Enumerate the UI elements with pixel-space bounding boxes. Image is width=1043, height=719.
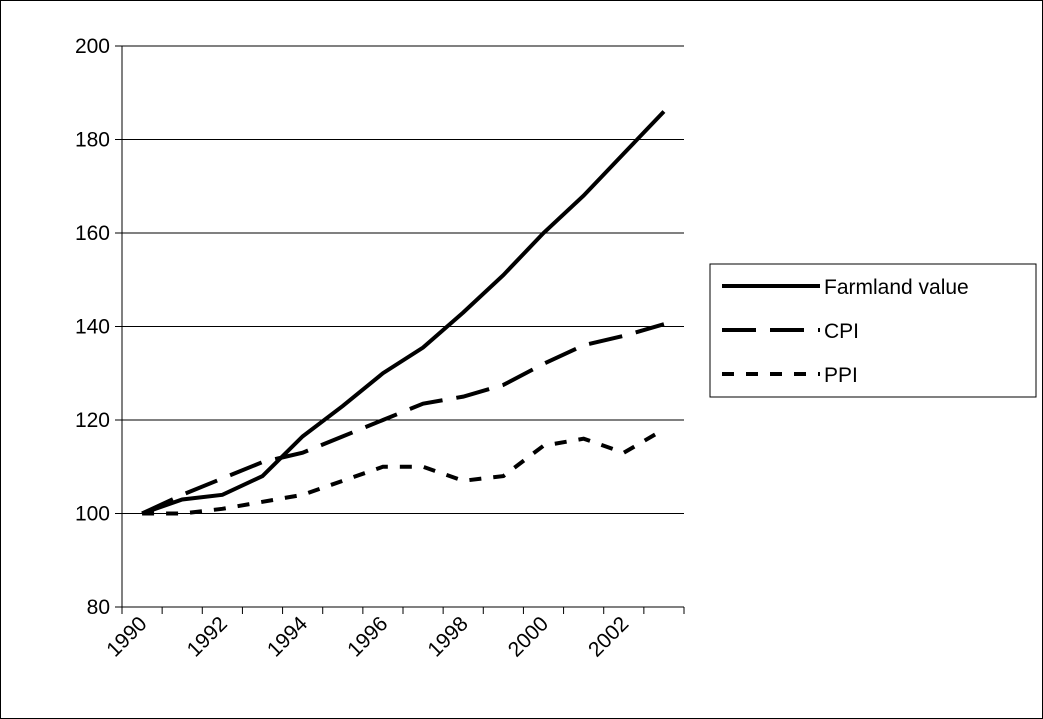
y-tick-label: 160 — [75, 222, 110, 245]
series-line — [142, 427, 665, 516]
legend-label: PPI — [824, 364, 858, 387]
y-tick-label: 80 — [87, 596, 110, 619]
y-tick-label: 140 — [75, 316, 110, 339]
legend-label: CPI — [824, 320, 859, 343]
y-tick-label: 120 — [75, 409, 110, 432]
series-line — [141, 110, 666, 516]
y-tick-label: 100 — [75, 503, 110, 526]
y-tick-label: 200 — [75, 35, 110, 58]
y-tick-label: 180 — [75, 129, 110, 152]
legend-label: Farmland value — [824, 276, 969, 299]
